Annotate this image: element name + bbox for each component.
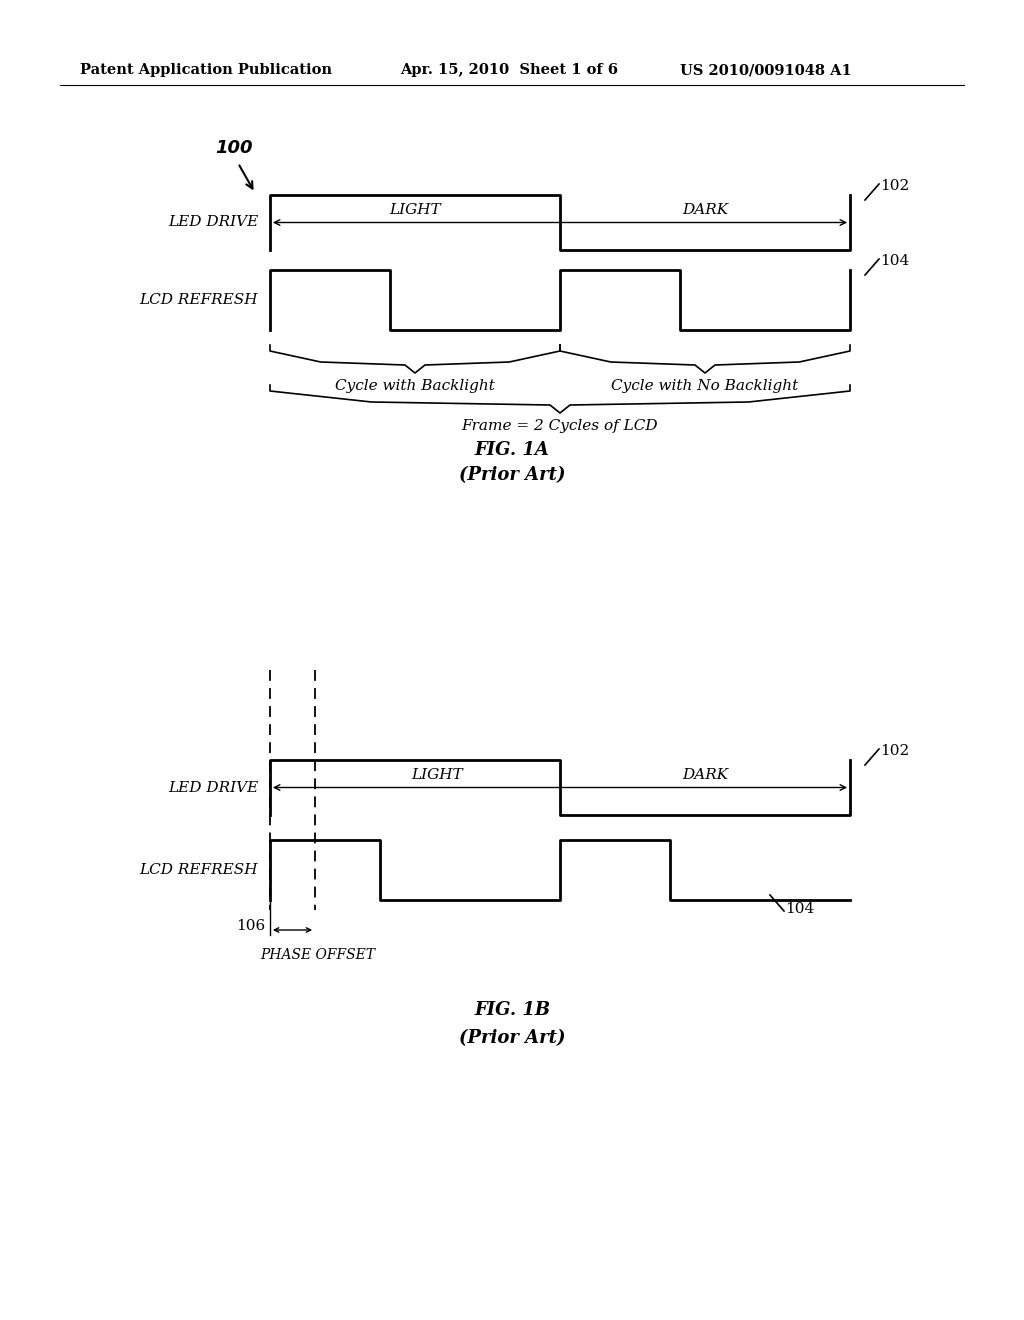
Text: DARK: DARK	[682, 203, 728, 216]
Text: (Prior Art): (Prior Art)	[459, 1030, 565, 1047]
Text: 104: 104	[880, 253, 909, 268]
Text: LED DRIVE: LED DRIVE	[168, 780, 258, 795]
Text: FIG. 1A: FIG. 1A	[474, 441, 550, 459]
Text: DARK: DARK	[682, 768, 728, 781]
Text: LCD REFRESH: LCD REFRESH	[139, 863, 258, 876]
Text: 102: 102	[880, 180, 909, 193]
Text: 100: 100	[215, 139, 253, 157]
Text: 102: 102	[880, 744, 909, 758]
Text: Apr. 15, 2010  Sheet 1 of 6: Apr. 15, 2010 Sheet 1 of 6	[400, 63, 618, 77]
Text: US 2010/0091048 A1: US 2010/0091048 A1	[680, 63, 852, 77]
Text: Patent Application Publication: Patent Application Publication	[80, 63, 332, 77]
Text: LCD REFRESH: LCD REFRESH	[139, 293, 258, 308]
Text: Frame = 2 Cycles of LCD: Frame = 2 Cycles of LCD	[462, 418, 658, 433]
Text: Cycle with No Backlight: Cycle with No Backlight	[611, 379, 799, 393]
Text: LIGHT: LIGHT	[389, 203, 440, 216]
Text: 104: 104	[785, 902, 814, 916]
Text: PHASE OFFSET: PHASE OFFSET	[260, 948, 375, 962]
Text: LED DRIVE: LED DRIVE	[168, 215, 258, 230]
Text: LIGHT: LIGHT	[412, 768, 463, 781]
Text: Cycle with Backlight: Cycle with Backlight	[335, 379, 495, 393]
Text: 106: 106	[236, 919, 265, 933]
Text: (Prior Art): (Prior Art)	[459, 466, 565, 484]
Text: FIG. 1B: FIG. 1B	[474, 1001, 550, 1019]
